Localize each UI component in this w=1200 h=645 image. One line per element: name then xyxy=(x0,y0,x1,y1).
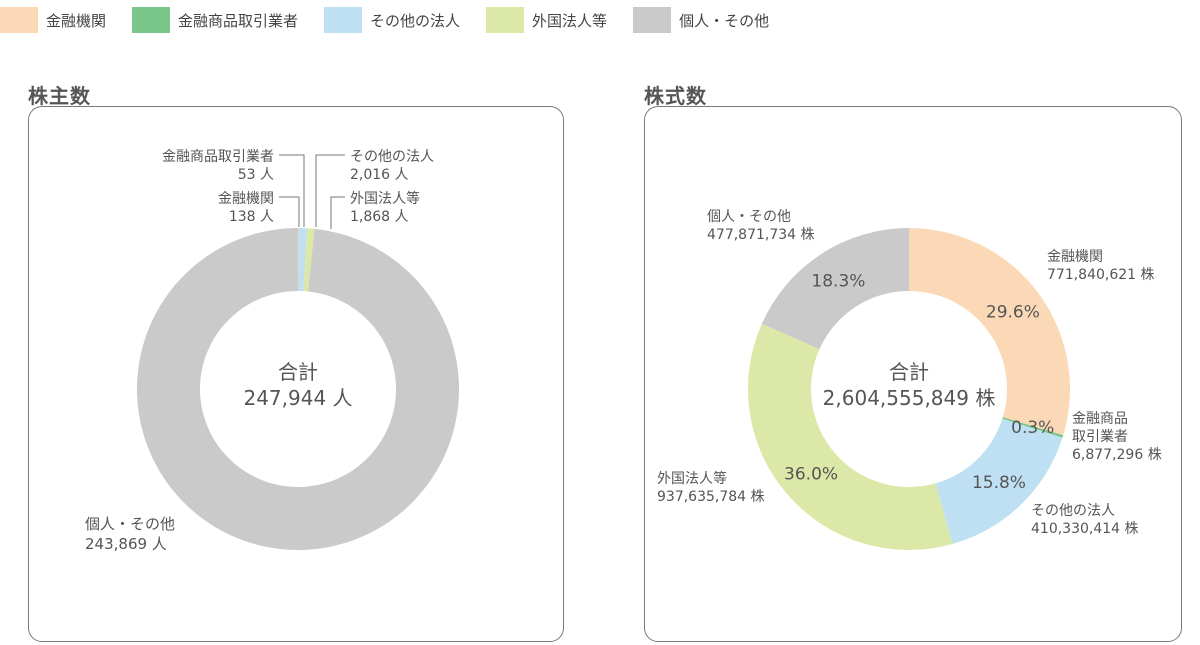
slice-percent: 18.3% xyxy=(811,271,865,291)
slice-label: 金融商品取引業者 xyxy=(162,149,274,165)
slice-percent: 0.3% xyxy=(1011,418,1054,438)
legend: 金融機関 金融商品取引業者 その他の法人 外国法人等 個人・その他 xyxy=(0,6,795,34)
slice-label: 金融機関 xyxy=(218,191,274,207)
legend-label: 外国法人等 xyxy=(532,10,607,31)
legend-label: その他の法人 xyxy=(370,10,460,31)
legend-label: 個人・その他 xyxy=(679,10,769,31)
slice-value: 138 人 xyxy=(229,209,274,225)
legend-swatch xyxy=(486,7,524,33)
leader-line xyxy=(331,197,345,229)
legend-item-individuals-others: 個人・その他 xyxy=(633,7,769,33)
slice-value: 477,871,734 株 xyxy=(707,227,815,243)
shares-panel-title: 株式数 xyxy=(644,80,707,109)
slice-percent: 29.6% xyxy=(986,303,1040,323)
legend-item-foreign-corporations: 外国法人等 xyxy=(486,7,607,33)
slice-value: 771,840,621 株 xyxy=(1047,267,1155,283)
legend-swatch xyxy=(633,7,671,33)
legend-item-financial-institutions: 金融機関 xyxy=(0,7,106,33)
center-total-value: 2,604,555,849 株 xyxy=(823,386,996,410)
center-label: 合計 xyxy=(889,360,929,384)
legend-swatch xyxy=(0,7,38,33)
slice-label: その他の法人 xyxy=(1031,503,1115,519)
slice-percent: 15.8% xyxy=(972,473,1026,493)
center-total-value: 247,944 人 xyxy=(243,386,352,410)
slice-label: 金融商品 xyxy=(1072,411,1128,427)
legend-label: 金融商品取引業者 xyxy=(178,10,298,31)
shareholders-panel: 金融商品取引業者 53 人金融機関 138 人 その他の法人 2,016 人外国法人等 1… xyxy=(28,106,564,642)
slice-label: 外国法人等 xyxy=(350,190,420,207)
slice-value: 937,635,784 株 xyxy=(657,489,765,505)
legend-swatch xyxy=(324,7,362,33)
slice-value: 53 人 xyxy=(238,167,274,183)
slice-value: 6,877,296 株 xyxy=(1072,447,1162,463)
donut-slice xyxy=(748,324,952,550)
shareholders-panel-title: 株主数 xyxy=(28,80,91,109)
slice-label: 金融機関 xyxy=(1047,249,1103,265)
center-label: 合計 xyxy=(278,360,318,384)
slice-value: 243,869 人 xyxy=(85,535,167,553)
slice-value: 2,016 人 xyxy=(350,167,409,183)
shares-panel: 29.6% 0.3% 15.8% 36.0% 18.3% 金融機関 771,840,621… xyxy=(644,106,1182,642)
legend-label: 金融機関 xyxy=(46,10,106,31)
slice-label: 個人・その他 xyxy=(707,209,791,225)
legend-swatch xyxy=(132,7,170,33)
legend-item-other-corporations: その他の法人 xyxy=(324,7,460,33)
slice-label: その他の法人 xyxy=(350,149,434,165)
leader-line xyxy=(279,155,304,227)
slice-label: 取引業者 xyxy=(1072,429,1128,445)
slice-percent: 36.0% xyxy=(784,465,838,485)
legend-item-securities-firms: 金融商品取引業者 xyxy=(132,7,298,33)
slice-label: 外国法人等 xyxy=(657,470,727,487)
leader-line xyxy=(279,197,299,227)
shares-donut-chart: 29.6% 0.3% 15.8% 36.0% 18.3% 金融機関 771,840,621… xyxy=(645,107,1181,641)
slice-value: 410,330,414 株 xyxy=(1031,521,1139,537)
slice-label: 個人・その他 xyxy=(85,515,175,533)
slice-value: 1,868 人 xyxy=(350,209,409,225)
